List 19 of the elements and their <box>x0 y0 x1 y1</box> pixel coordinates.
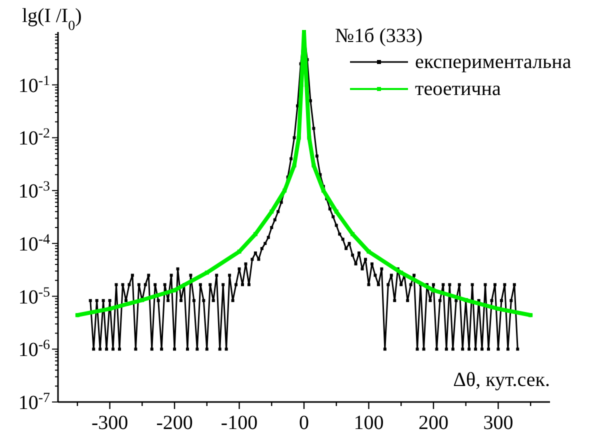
x-tick-label: -300 <box>91 412 128 434</box>
x-tick-label: 300 <box>483 412 514 434</box>
y-tick-label: 10$^{-1}$ <box>18 73 50 97</box>
legend-label: теоетична <box>415 78 501 100</box>
y-tick-label: 10$^{-5}$ <box>18 284 50 308</box>
x-tick-label: 100 <box>354 412 384 434</box>
x-tick-label: 200 <box>418 412 448 434</box>
y-tick-label: 10$^{-7}$ <box>18 390 50 414</box>
x-tick-label: -200 <box>156 412 193 434</box>
y-tick-label: 10$^{-3}$ <box>18 179 50 203</box>
legend-title: №1б (333) <box>335 25 423 47</box>
y-tick-label: 10$^{-4}$ <box>18 232 50 256</box>
y-tick-label: 10$^{-6}$ <box>18 338 50 362</box>
y-tick-label: 10$^{-2}$ <box>18 126 50 150</box>
x-axis-title: Δθ, кут.сек. <box>453 369 550 391</box>
x-tick-label: -100 <box>220 412 258 434</box>
x-tick-label: 0 <box>299 412 309 434</box>
y-axis-title: lg(I /I$_{0}$) <box>22 5 82 34</box>
legend-label: експериментальна <box>415 51 572 73</box>
